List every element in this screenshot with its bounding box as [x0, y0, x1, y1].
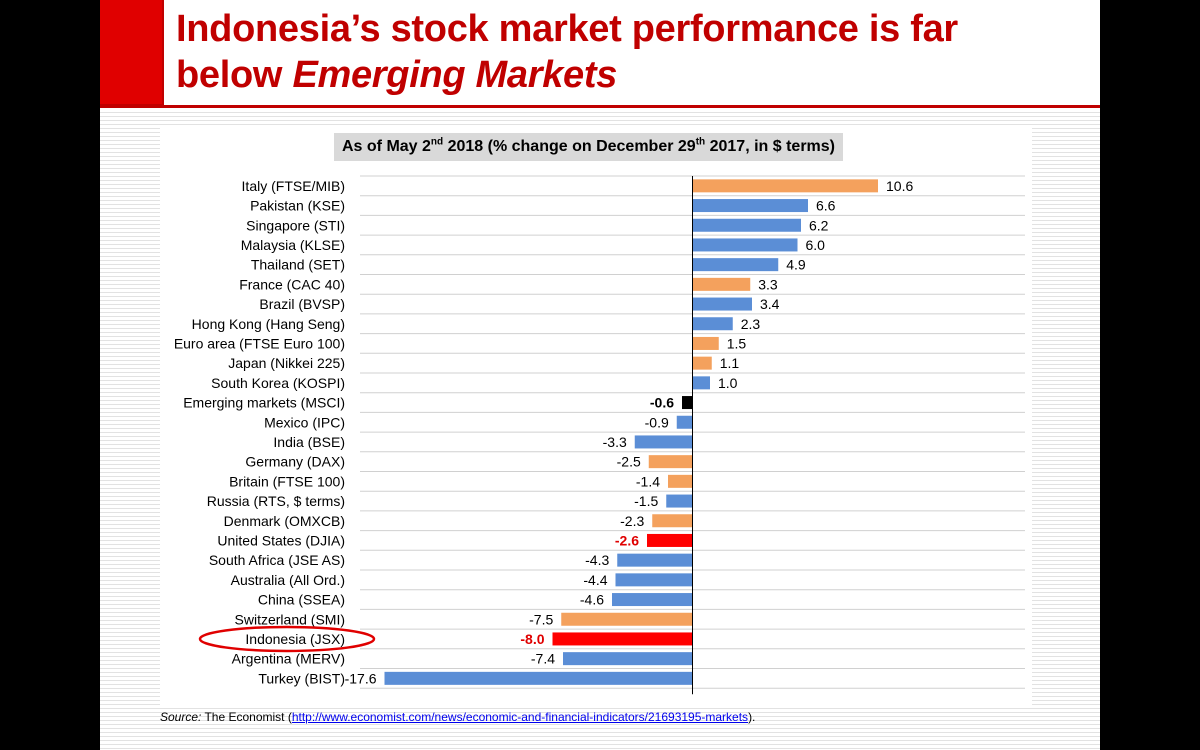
category-label: Mexico (IPC) [264, 414, 345, 430]
category-label: Malaysia (KLSE) [241, 237, 345, 253]
chart-subtitle: As of May 2nd 2018 (% change on December… [334, 133, 843, 161]
data-label: 3.3 [758, 276, 778, 292]
data-label: 6.6 [816, 198, 836, 214]
slide: Indonesia’s stock market performance is … [100, 0, 1100, 750]
title-line-1: Indonesia’s stock market performance is … [176, 8, 958, 50]
category-label: Euro area (FTSE Euro 100) [174, 335, 345, 351]
category-label: Turkey (BIST) [258, 670, 345, 686]
category-label: Denmark (OMXCB) [224, 513, 345, 529]
data-label: -1.5 [634, 493, 658, 509]
bar [692, 356, 712, 370]
data-label: -2.3 [620, 513, 644, 529]
data-label: -3.3 [603, 434, 627, 450]
bar [666, 494, 693, 508]
highlight-circle [198, 625, 376, 653]
bar [634, 435, 693, 449]
data-label: 10.6 [886, 178, 913, 194]
data-label: 1.1 [720, 355, 740, 371]
bar [648, 455, 693, 469]
bar [692, 297, 752, 311]
data-label: -2.6 [615, 532, 639, 548]
bar [692, 336, 719, 350]
category-label: Emerging markets (MSCI) [183, 395, 345, 411]
bar [692, 199, 808, 213]
source-label: Source: [160, 710, 202, 724]
data-label: 6.2 [809, 217, 829, 233]
bar [384, 671, 693, 685]
data-label: -0.9 [645, 414, 669, 430]
category-label: Argentina (MERV) [232, 651, 345, 667]
category-label: Britain (FTSE 100) [229, 473, 345, 489]
title-emphasis: Emerging Markets [292, 54, 618, 96]
bar [692, 277, 751, 291]
category-label: United States (DJIA) [217, 532, 345, 548]
data-label: 3.4 [760, 296, 780, 312]
data-label: 1.5 [727, 335, 747, 351]
data-label: 6.0 [806, 237, 826, 253]
bar [692, 238, 798, 252]
bar [692, 376, 710, 390]
category-label: Hong Kong (Hang Seng) [192, 316, 345, 332]
category-label: Russia (RTS, $ terms) [207, 493, 345, 509]
data-label: -2.5 [617, 454, 641, 470]
category-label: Brazil (BVSP) [259, 296, 345, 312]
bar [682, 396, 693, 410]
data-label: -4.3 [585, 552, 609, 568]
source-link[interactable]: http://www.economist.com/news/economic-a… [291, 710, 749, 724]
data-label: 2.3 [741, 316, 761, 332]
bar [676, 415, 693, 429]
bar [617, 553, 693, 567]
data-label: -4.4 [583, 572, 607, 588]
category-label: Australia (All Ord.) [231, 572, 345, 588]
bar [561, 612, 693, 626]
category-label: Thailand (SET) [251, 257, 345, 273]
bar [668, 474, 693, 488]
data-label: -8.0 [520, 631, 544, 647]
bar [615, 573, 693, 587]
category-label: Germany (DAX) [245, 454, 345, 470]
bar [692, 258, 779, 272]
category-label: South Africa (JSE AS) [209, 552, 345, 568]
category-label: China (SSEA) [258, 592, 345, 608]
data-label: -0.6 [650, 395, 674, 411]
category-label: South Korea (KOSPI) [211, 375, 345, 391]
category-label: Pakistan (KSE) [250, 198, 345, 214]
category-label: France (CAC 40) [239, 276, 345, 292]
bar [563, 652, 693, 666]
slide-title: Indonesia’s stock market performance is … [176, 6, 1086, 98]
bar [647, 533, 693, 547]
category-label: Italy (FTSE/MIB) [242, 178, 345, 194]
source-note: Source: The Economist (http://www.econom… [160, 710, 756, 724]
bar-chart: Italy (FTSE/MIB) 10.6 Pakistan (KSE) 6.6 Sin… [174, 175, 1025, 695]
title-rule [164, 105, 1100, 108]
data-label: 4.9 [786, 257, 806, 273]
category-label: India (BSE) [273, 434, 345, 450]
data-label: -7.5 [529, 611, 553, 627]
category-label: Japan (Nikkei 225) [228, 355, 345, 371]
data-label: 1.0 [718, 375, 738, 391]
category-label: Singapore (STI) [246, 217, 345, 233]
data-label: -1.4 [636, 473, 660, 489]
title-accent-block [100, 0, 164, 108]
data-label: -7.4 [531, 651, 555, 667]
bar [692, 179, 878, 193]
bar [552, 632, 693, 646]
bar [692, 317, 733, 331]
data-label: -17.6 [345, 670, 377, 686]
data-label: -4.6 [580, 592, 604, 608]
title-line-2: below [176, 54, 293, 96]
bar [612, 593, 693, 607]
category-label: Indonesia (JSX) [245, 631, 345, 647]
bar [692, 218, 801, 232]
bar [652, 514, 693, 528]
category-label: Switzerland (SMI) [235, 611, 345, 627]
